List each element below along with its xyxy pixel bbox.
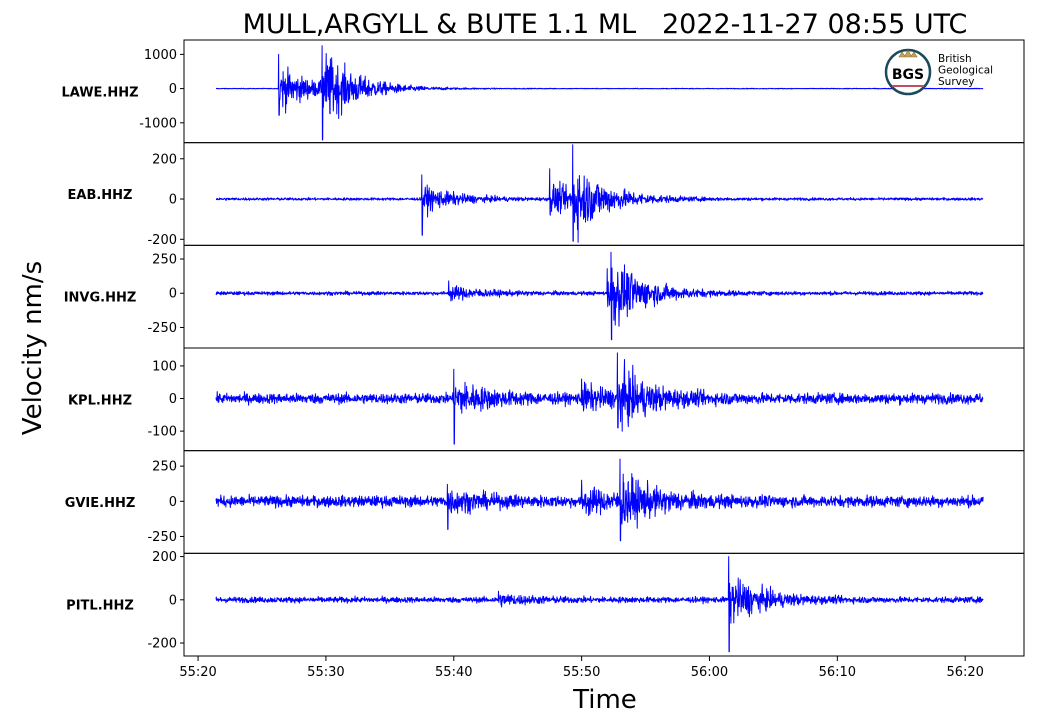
- y-tick-label: 0: [169, 193, 177, 208]
- waveform-kpl-hhz: [215, 352, 984, 445]
- chart-title: MULL,ARGYLL & BUTE 1.1 ML 2022-11-27 08:…: [243, 9, 968, 40]
- y-tick-label: 1000: [144, 48, 177, 63]
- trace-panels: 10000-1000LAWE.HHZ2000-200EAB.HHZ2500-25…: [61, 39, 1025, 657]
- y-tick-label: 250: [152, 460, 177, 475]
- trace-panel-pitl-hhz: 200 0 -200 PITL.HHZ: [66, 550, 1025, 657]
- station-label: GVIE.HHZ: [65, 496, 136, 511]
- trace-panel-kpl-hhz: 100 0 -100 KPL.HHZ: [68, 347, 1025, 452]
- trace-panel-gvie-hhz: 250 0 -250 GVIE.HHZ: [65, 450, 1025, 554]
- trace-panel-invg-hhz: 250 0 -250 INVG.HHZ: [64, 244, 1025, 349]
- x-tick-label: 55:40: [435, 665, 472, 680]
- y-tick-label: -200: [147, 637, 177, 652]
- panel-frame: [183, 552, 1025, 657]
- waveform-pitl-hhz: [215, 556, 984, 653]
- station-label: KPL.HHZ: [68, 393, 132, 408]
- y-tick-label: 0: [169, 593, 177, 608]
- y-tick-label: -1000: [139, 116, 177, 131]
- logo-text-line: British: [938, 53, 972, 65]
- trace-panel-lawe-hhz: 1000 0 -1000 LAWE.HHZ: [61, 39, 1025, 144]
- trace-panel-eab-hhz: 200 0 -200 EAB.HHZ: [68, 142, 1025, 248]
- x-axis-label: Time: [572, 685, 637, 715]
- waveform-gvie-hhz: [215, 458, 984, 542]
- x-tick-label: 56:10: [819, 665, 856, 680]
- y-tick-label: 200: [152, 550, 177, 565]
- y-tick-label: 0: [169, 392, 177, 407]
- y-tick-label: -200: [147, 233, 177, 248]
- panel-frame: [183, 244, 1025, 349]
- y-tick-label: 100: [152, 359, 177, 374]
- station-label: PITL.HHZ: [66, 599, 134, 614]
- logo-text-line: Geological: [938, 65, 993, 77]
- logo-text-line: Survey: [938, 76, 975, 88]
- waveform-lawe-hhz: [215, 45, 984, 141]
- y-tick-label: -250: [147, 530, 177, 545]
- y-tick-label: 0: [169, 82, 177, 97]
- x-tick-label: 55:50: [563, 665, 600, 680]
- x-tick-label: 56:00: [691, 665, 728, 680]
- waveform-invg-hhz: [215, 251, 984, 341]
- y-tick-label: 250: [152, 253, 177, 268]
- station-label: EAB.HHZ: [68, 188, 133, 203]
- crown-icon: [898, 49, 918, 58]
- y-tick-label: 0: [169, 287, 177, 302]
- logo-badge: BGS: [892, 67, 924, 83]
- y-tick-label: 200: [152, 152, 177, 167]
- y-axis-label: Velocity nm/s: [18, 261, 48, 435]
- x-tick-label: 55:30: [307, 665, 344, 680]
- waveform-eab-hhz: [215, 144, 984, 243]
- x-tick-label: 55:20: [179, 665, 216, 680]
- x-axis-ticks: 55:20 55:30 55:40 55:50 56:00 56:10 56:20: [179, 656, 984, 680]
- y-tick-label: -250: [147, 321, 177, 336]
- x-tick-label: 56:20: [946, 665, 983, 680]
- y-tick-label: -100: [147, 425, 177, 440]
- station-label: INVG.HHZ: [64, 291, 137, 306]
- station-label: LAWE.HHZ: [61, 85, 138, 100]
- y-tick-label: 0: [169, 495, 177, 510]
